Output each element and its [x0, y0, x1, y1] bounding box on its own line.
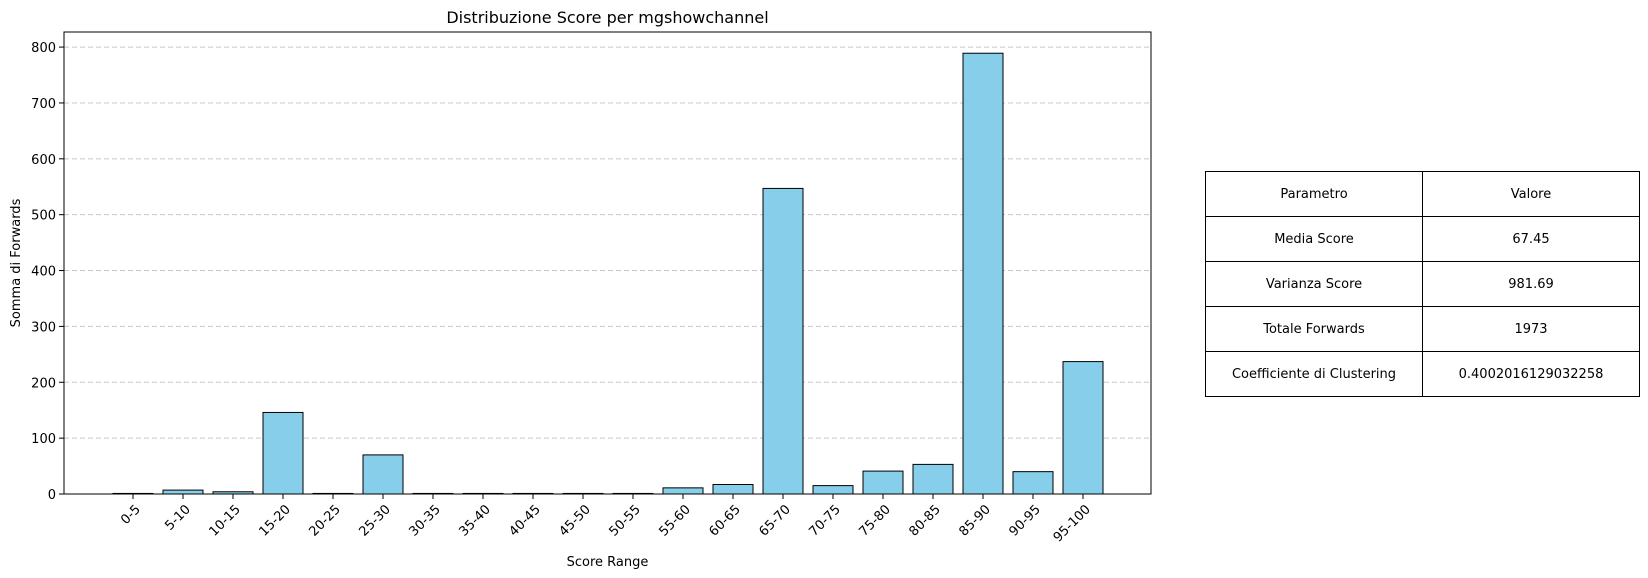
x-axis-label: Score Range — [567, 555, 649, 570]
parameters-table-container: Parametro Valore Media Score 67.45 Varia… — [1205, 171, 1640, 397]
x-tick-label: 80-85 — [907, 502, 944, 539]
table-row: Media Score 67.45 — [1205, 216, 1640, 262]
y-tick-label: 800 — [31, 41, 56, 56]
x-tick-label: 70-75 — [807, 502, 844, 539]
bar — [362, 454, 404, 495]
table-cell-value: 1973 — [1422, 306, 1640, 352]
x-tick-label: 20-25 — [307, 502, 344, 539]
bar — [812, 485, 854, 495]
bar — [862, 470, 904, 495]
chart-title: Distribuzione Score per mgshowchannel — [446, 8, 768, 27]
table-cell-parameter: Coefficiente di Clustering — [1205, 351, 1423, 397]
table-row: Coefficiente di Clustering 0.40020161290… — [1205, 351, 1640, 397]
bar — [762, 187, 804, 495]
bars — [112, 52, 1104, 495]
x-tick-label: 50-55 — [607, 502, 644, 539]
x-tick-label: 55-60 — [657, 502, 694, 539]
bar — [962, 52, 1004, 495]
table-row: Totale Forwards 1973 — [1205, 306, 1640, 352]
x-tick-label: 85-90 — [957, 502, 994, 539]
bar — [262, 411, 304, 495]
x-axis: 0-5 5-10 10-15 15-20 20-25 25-30 30-35 35-40 40-… — [118, 494, 1094, 545]
table-header-cell: Parametro — [1205, 171, 1423, 217]
y-tick-label: 600 — [31, 153, 56, 168]
x-tick-label: 45-50 — [557, 502, 594, 539]
y-tick-label: 700 — [31, 97, 56, 112]
x-tick-label: 90-95 — [1007, 502, 1044, 539]
x-tick-label: 15-20 — [257, 502, 294, 539]
table-cell-value: 981.69 — [1422, 261, 1640, 307]
x-tick-label: 60-65 — [707, 502, 744, 539]
table-header-row: Parametro Valore — [1205, 171, 1640, 217]
x-tick-label: 35-40 — [457, 502, 494, 539]
x-tick-label: 25-30 — [357, 502, 394, 539]
table-cell-parameter: Totale Forwards — [1205, 306, 1423, 352]
x-tick-label: 75-80 — [857, 502, 894, 539]
y-tick-label: 0 — [48, 488, 56, 503]
y-tick-label: 200 — [31, 376, 56, 391]
bar — [1062, 361, 1104, 495]
x-tick-label: 65-70 — [757, 502, 794, 539]
bar — [1012, 471, 1054, 495]
x-tick-label: 95-100 — [1051, 502, 1094, 545]
table-cell-parameter: Varianza Score — [1205, 261, 1423, 307]
x-tick-label: 10-15 — [207, 502, 244, 539]
x-tick-label: 40-45 — [507, 502, 544, 539]
table-cell-parameter: Media Score — [1205, 216, 1423, 262]
table-row: Varianza Score 981.69 — [1205, 261, 1640, 307]
x-tick-label: 5-10 — [162, 502, 193, 533]
y-axis: 0 100 200 300 400 500 600 700 800 — [31, 41, 64, 503]
y-tick-label: 500 — [31, 209, 56, 224]
parameters-table: Parametro Valore Media Score 67.45 Varia… — [1205, 171, 1640, 397]
table-cell-value: 67.45 — [1422, 216, 1640, 262]
bar — [162, 489, 204, 495]
y-axis-label: Somma di Forwards — [9, 198, 24, 327]
x-tick-label: 0-5 — [118, 502, 144, 528]
y-tick-label: 100 — [31, 432, 56, 447]
y-tick-label: 400 — [31, 265, 56, 280]
y-tick-label: 300 — [31, 320, 56, 335]
table-cell-value: 0.4002016129032258 — [1422, 351, 1640, 397]
table-header-cell: Valore — [1422, 171, 1640, 217]
bar — [912, 463, 954, 495]
axes-frame — [63, 31, 1152, 495]
bar — [712, 484, 754, 495]
x-tick-label: 30-35 — [407, 502, 444, 539]
bar — [662, 487, 704, 495]
